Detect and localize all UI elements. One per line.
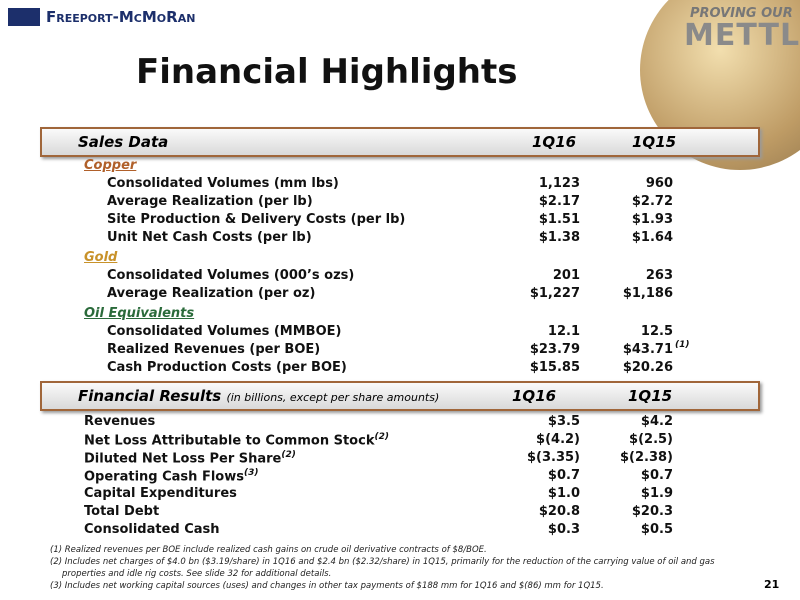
row-label: Operating Cash Flows(3) <box>84 468 258 484</box>
cell: $23.79 <box>529 342 580 357</box>
page-number: 21 <box>764 578 780 591</box>
footnote-ref: (1) <box>675 340 690 350</box>
cell: $20.3 <box>631 504 673 519</box>
badge-main: METTLE <box>684 18 800 53</box>
cell: $1.9 <box>640 486 673 501</box>
row-label: Cash Production Costs (per BOE) <box>107 360 347 375</box>
value: 12.5 <box>640 324 673 339</box>
financial-label: Financial Results (in billions, except p… <box>78 387 439 405</box>
row-label: Consolidated Cash <box>84 522 220 537</box>
value: 263 <box>645 268 673 283</box>
cell: $1.0 <box>547 486 580 501</box>
label: Net Loss Attributable to Common Stock <box>84 433 375 449</box>
cell: $0.3 <box>547 522 580 537</box>
value: $1.93 <box>631 212 673 227</box>
cell: $1.93 <box>583 212 673 227</box>
cell: $1.51 <box>538 212 580 227</box>
cell: $(3.35) <box>526 450 580 465</box>
cell: 263 <box>583 268 673 283</box>
cell: 1,123 <box>538 176 580 191</box>
group-label: Gold <box>84 250 118 265</box>
label: Total Debt <box>84 504 160 519</box>
row-label: Consolidated Volumes (mm lbs) <box>107 176 339 191</box>
row-label: Total Debt <box>84 504 159 519</box>
cell: 12.5 <box>583 324 673 339</box>
cell: $1,186 <box>583 286 673 301</box>
footnote-ref: (3) <box>243 468 259 478</box>
column-header: 1Q15 <box>632 133 677 151</box>
cell: $1.64 <box>583 230 673 245</box>
label: Consolidated Cash <box>84 522 220 537</box>
value: $1.64 <box>631 230 673 245</box>
cell: $20.26 <box>583 360 673 375</box>
footnote: (3) Includes net working capital sources… <box>50 581 604 591</box>
value: $20.26 <box>622 360 673 375</box>
cell: $43.71 (1) <box>583 340 690 357</box>
sales-header: Sales Data 1Q16 1Q15 <box>40 127 760 157</box>
group-label: Copper <box>84 158 137 173</box>
row-label: Consolidated Volumes (MMBOE) <box>107 324 342 339</box>
row-label: Consolidated Volumes (000’s ozs) <box>107 268 355 283</box>
sublabel: (in billions, except per share amounts) <box>226 391 440 404</box>
row-label: Unit Net Cash Costs (per lb) <box>107 230 312 245</box>
row-label: Capital Expenditures <box>84 486 237 501</box>
cell: $1,227 <box>529 286 580 301</box>
cell: $0.7 <box>640 468 673 483</box>
logo-text: Freeport-McMoRan <box>46 8 196 26</box>
badge-top: PROVING OUR <box>690 6 793 21</box>
column-header: 1Q16 <box>532 133 577 151</box>
footnote-ref: (2) <box>281 450 296 460</box>
footnote-ref: (2) <box>374 432 389 442</box>
cell: $(2.5) <box>629 432 673 447</box>
row-label: Average Realization (per lb) <box>107 194 313 209</box>
row-label: Average Realization (per oz) <box>107 286 316 301</box>
value: 960 <box>645 176 673 191</box>
row-label: Diluted Net Loss Per Share(2) <box>84 450 296 466</box>
footnote: (2) Includes net charges of $4.0 bn ($3.… <box>50 557 715 579</box>
cell: $15.85 <box>529 360 580 375</box>
cell: $0.7 <box>547 468 580 483</box>
cell: $2.72 <box>583 194 673 209</box>
row-label: Revenues <box>84 414 155 429</box>
financial-header: Financial Results (in billions, except p… <box>40 381 760 411</box>
value: $2.72 <box>631 194 673 209</box>
sales-label: Sales Data <box>78 133 169 151</box>
value: $43.71 <box>622 342 673 357</box>
label: Diluted Net Loss Per Share <box>84 451 282 467</box>
label: Financial Results <box>78 387 222 405</box>
footnote: (1) Realized revenues per BOE include re… <box>50 545 487 555</box>
cell: $1.38 <box>538 230 580 245</box>
row-label: Site Production & Delivery Costs (per lb… <box>107 212 406 227</box>
value: $1,186 <box>622 286 673 301</box>
cell: 201 <box>552 268 580 283</box>
cell: $4.2 <box>640 414 673 429</box>
cell: 960 <box>583 176 673 191</box>
logo-mark <box>8 8 40 26</box>
column-header: 1Q15 <box>628 387 673 405</box>
cell: $3.5 <box>547 414 580 429</box>
label: Revenues <box>84 414 156 429</box>
cell: $(4.2) <box>536 432 580 447</box>
row-label: Realized Revenues (per BOE) <box>107 342 321 357</box>
label: Operating Cash Flows <box>84 469 244 485</box>
title: Financial Highlights <box>136 52 518 92</box>
cell: 12.1 <box>547 324 580 339</box>
cell: $2.17 <box>538 194 580 209</box>
row-label: Net Loss Attributable to Common Stock(2) <box>84 432 389 448</box>
cell: $(2.38) <box>619 450 673 465</box>
cell: $20.8 <box>538 504 580 519</box>
label: Capital Expenditures <box>84 486 237 501</box>
cell: $0.5 <box>640 522 673 537</box>
group-label: Oil Equivalents <box>84 306 195 321</box>
column-header: 1Q16 <box>512 387 557 405</box>
